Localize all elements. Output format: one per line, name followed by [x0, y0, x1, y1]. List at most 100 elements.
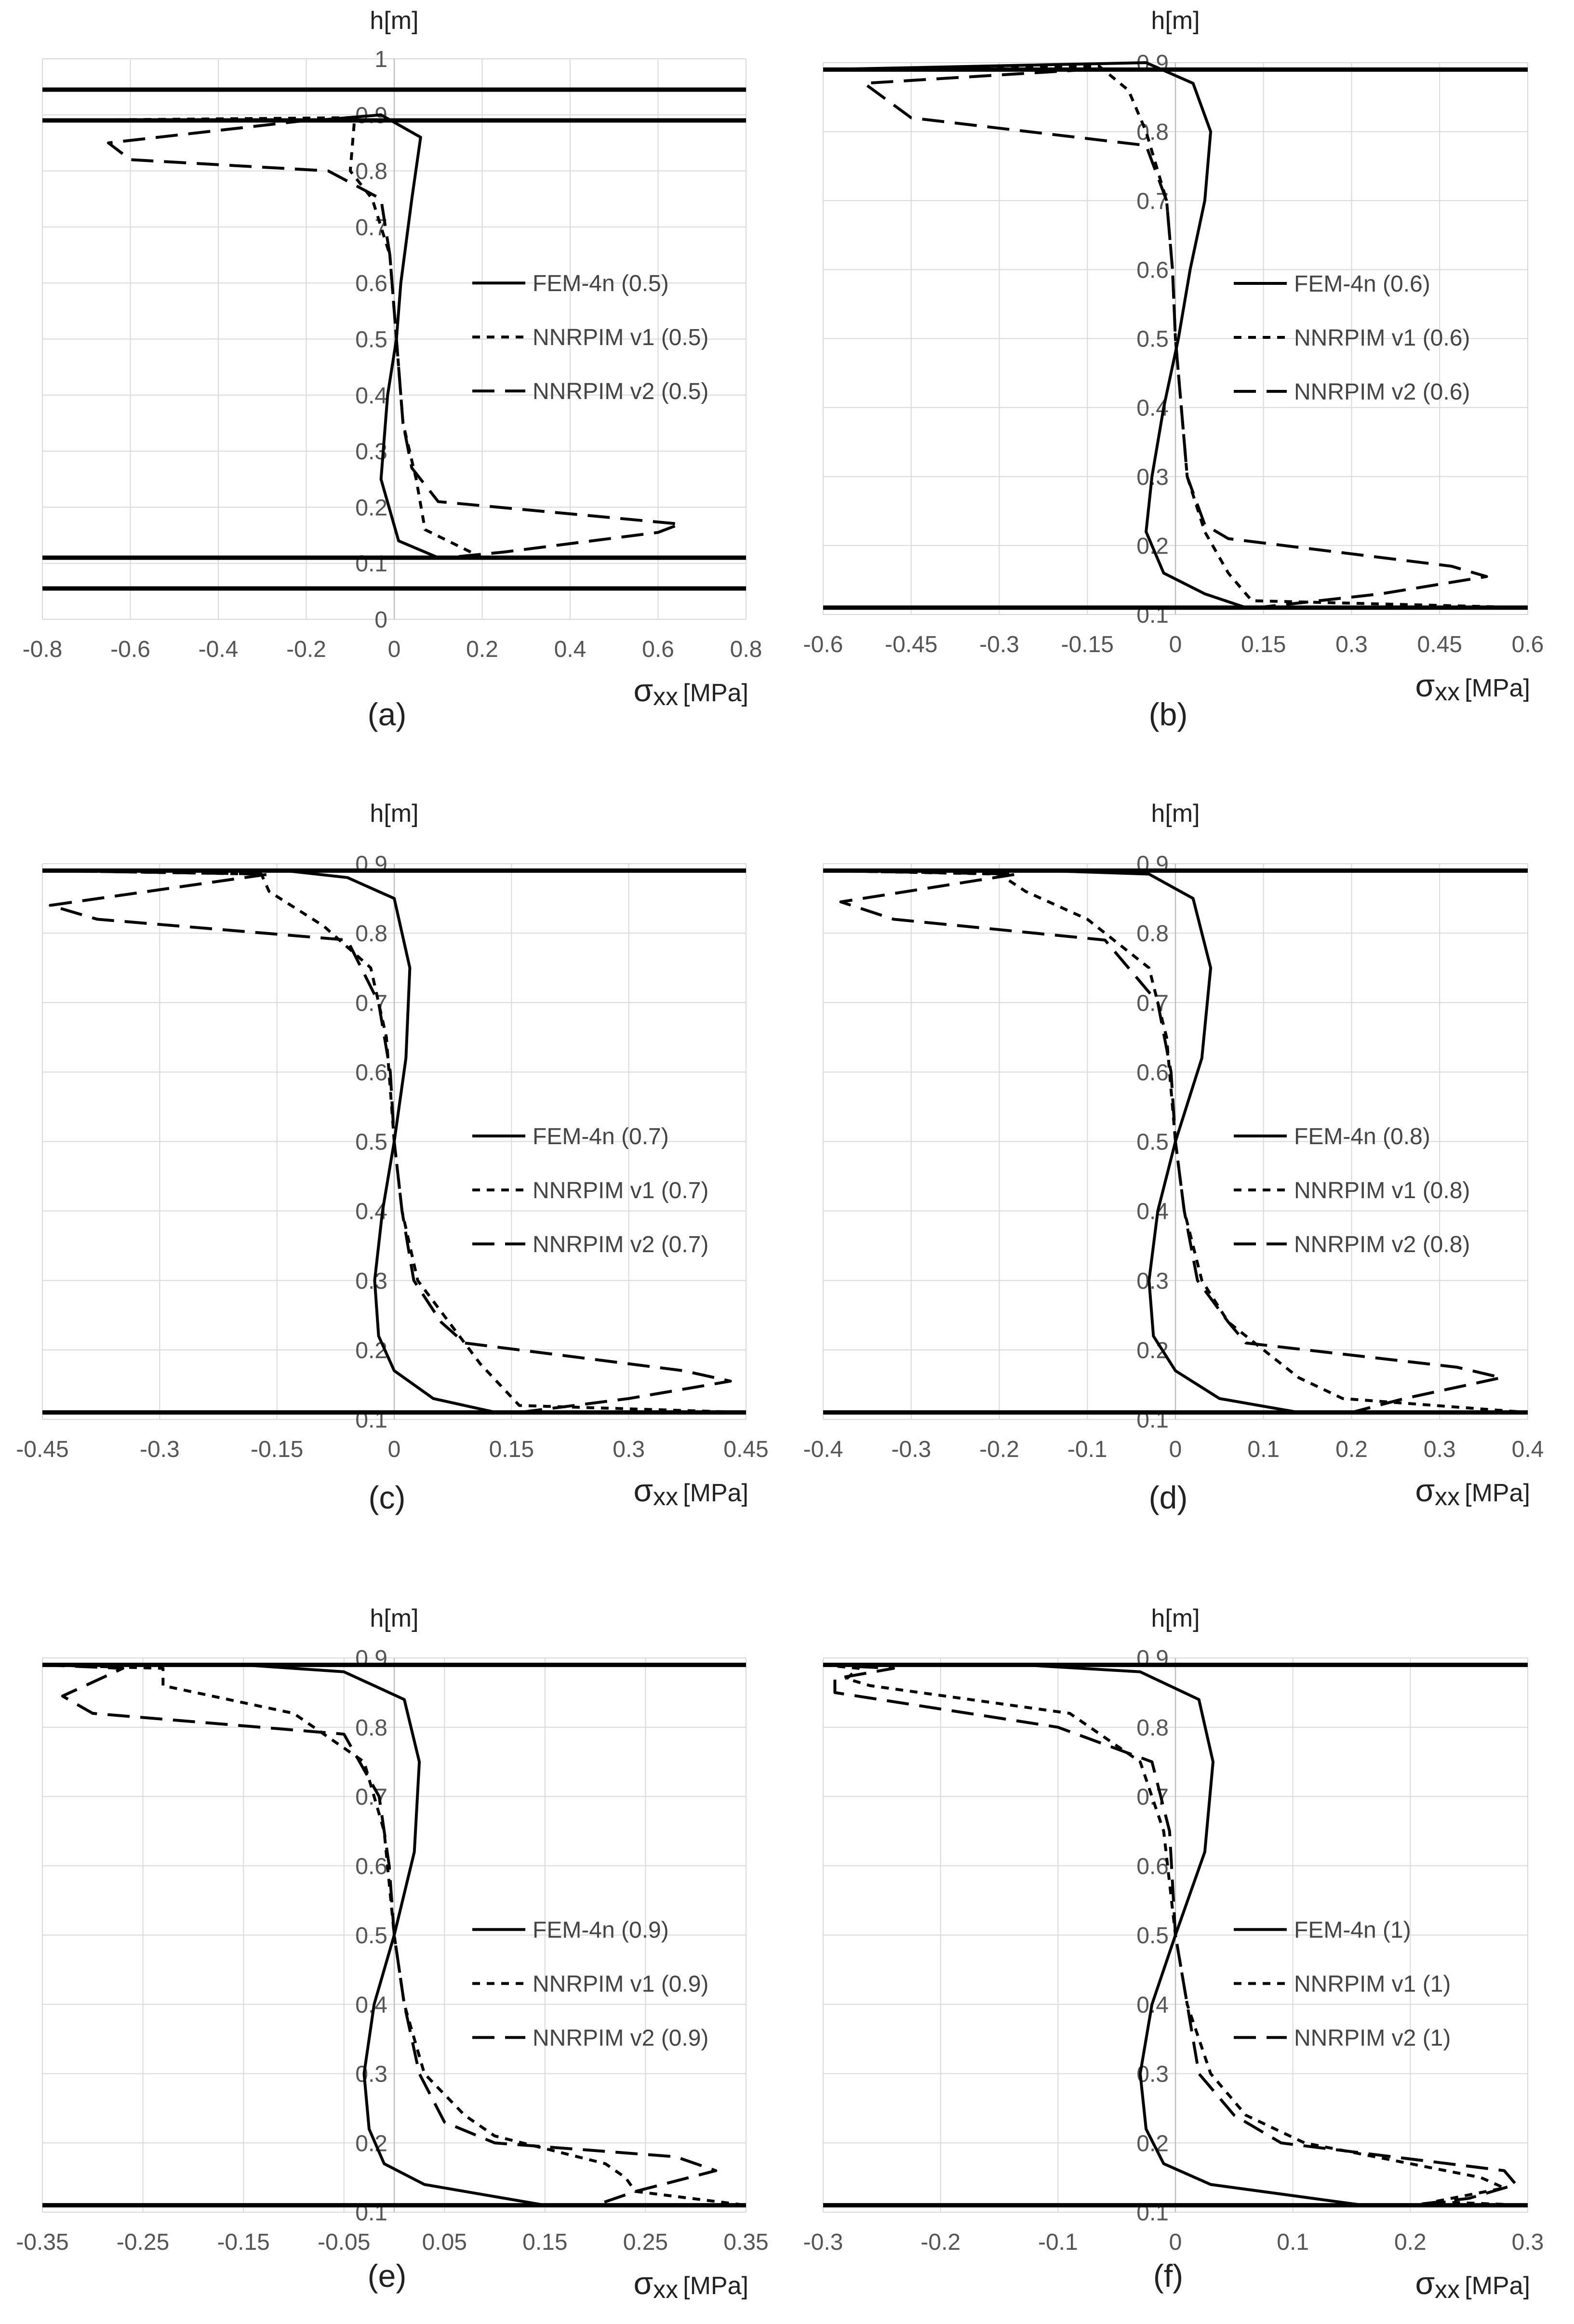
y-axis-title: h[m] — [370, 800, 418, 828]
series-line-nnrpim-v2 — [42, 869, 746, 1414]
x-tick-label: 0.4 — [1512, 1437, 1544, 1462]
gridlines — [823, 62, 1528, 615]
y-tick-label: 0 — [374, 607, 387, 633]
x-tick-label: 0.2 — [466, 637, 498, 662]
x-tick-label: 0.15 — [1241, 632, 1286, 657]
x-axis-unit: [MPa] — [683, 1479, 748, 1507]
x-tick-label: -0.3 — [891, 1437, 931, 1462]
x-tick-label: 0 — [1169, 632, 1182, 657]
y-tick-label: 0.8 — [355, 921, 387, 947]
x-tick-label: 0.15 — [522, 2230, 567, 2255]
legend-label: NNRPIM v2 (0.6) — [1294, 379, 1470, 405]
series-line-nnrpim-v2 — [823, 869, 1528, 1414]
gridlines — [42, 58, 747, 620]
x-axis-title: σxx [MPa] — [633, 2265, 748, 2304]
x-tick-label: -0.35 — [16, 2230, 68, 2255]
x-axis-symbol: σ — [1415, 668, 1435, 703]
series-line-nnrpim-v2 — [42, 119, 746, 560]
panel-label: (a) — [368, 696, 407, 732]
legend-label: NNRPIM v2 (1) — [1294, 2026, 1451, 2051]
legend-label: NNRPIM v2 (0.8) — [1294, 1232, 1470, 1257]
legend-label: FEM-4n (1) — [1294, 1918, 1411, 1943]
y-axis-title: h[m] — [370, 7, 418, 35]
x-tick-label: 0.35 — [723, 2230, 768, 2255]
y-tick-label: 0.8 — [1136, 921, 1169, 947]
legend-label: NNRPIM v2 (0.7) — [533, 1232, 708, 1257]
x-axis-subscript: xx — [1435, 1483, 1460, 1511]
x-tick-label: 0.8 — [730, 637, 762, 662]
y-tick-label: 0.3 — [355, 1269, 387, 1294]
y-axis-title: h[m] — [370, 1604, 418, 1632]
panel-label: (f) — [1153, 2258, 1183, 2294]
chart-panel-b: 0.10.20.30.40.50.60.70.80.9-0.6 -0.45 -0.3… — [803, 7, 1544, 732]
y-axis-title: h[m] — [1151, 1604, 1200, 1632]
y-tick-label: 0.7 — [355, 990, 387, 1016]
y-axis-title: h[m] — [1151, 800, 1200, 828]
x-axis-subscript: xx — [1435, 678, 1460, 706]
y-tick-label: 0.6 — [1136, 1854, 1169, 1879]
x-axis-title: σxx [MPa] — [1415, 2265, 1530, 2304]
x-tick-label: 0.1 — [1277, 2230, 1309, 2255]
x-axis-title: σxx [MPa] — [633, 672, 748, 711]
x-tick-label: 0.3 — [1424, 1437, 1456, 1462]
y-tick-label: 0.6 — [1136, 1060, 1169, 1085]
legend-label: FEM-4n (0.7) — [533, 1124, 669, 1149]
x-tick-label: -0.3 — [803, 2230, 843, 2255]
y-tick-label: 0.6 — [1136, 257, 1169, 283]
series-line-nnrpim-v1 — [823, 1663, 1528, 2207]
x-tick-label: 0.6 — [642, 637, 674, 662]
x-tick-label: -0.6 — [803, 632, 843, 657]
x-axis-symbol: σ — [633, 672, 653, 708]
chart-panel-e: 0.10.20.30.40.50.60.70.80.9-0.35 -0.25 -0.… — [16, 1604, 768, 2304]
y-tick-label: 0.9 — [1136, 1646, 1169, 1671]
y-tick-label: 0.7 — [1136, 1785, 1169, 1810]
x-tick-label: -0.2 — [979, 1437, 1019, 1462]
legend-label: NNRPIM v1 (0.5) — [533, 325, 708, 350]
y-tick-label: 0.3 — [1136, 1269, 1169, 1294]
legend: FEM-4n (0.8) NNRPIM v1 (0.8) NNRPIM v2 (0.… — [1234, 1124, 1470, 1257]
y-tick-label: 0.9 — [355, 852, 387, 877]
y-tick-label: 0.4 — [1136, 1199, 1169, 1225]
x-axis-title: σxx [MPa] — [633, 1472, 748, 1511]
y-tick-label: 0.5 — [1136, 1130, 1169, 1155]
legend-label: FEM-4n (0.8) — [1294, 1124, 1430, 1149]
y-tick-label: 0.3 — [355, 2062, 387, 2087]
legend-label: NNRPIM v1 (0.7) — [533, 1178, 708, 1203]
legend-label: NNRPIM v1 (1) — [1294, 1972, 1451, 1997]
y-tick-label: 0.8 — [355, 1715, 387, 1741]
y-tick-label: 0.7 — [355, 215, 387, 240]
x-axis-unit: [MPa] — [1465, 1479, 1530, 1507]
x-axis-symbol: σ — [1415, 1472, 1435, 1508]
y-tick-label: 0.6 — [355, 1854, 387, 1879]
x-tick-label: 0.6 — [1512, 632, 1544, 657]
x-axis-symbol: σ — [633, 2265, 653, 2301]
x-tick-label: 0.2 — [1335, 1437, 1368, 1462]
x-tick-label: -0.8 — [23, 637, 63, 662]
legend: FEM-4n (0.5) NNRPIM v1 (0.5) NNRPIM v2 (0.… — [472, 271, 708, 404]
series-line-fem-4n — [823, 869, 1528, 1414]
x-tick-label: 0.1 — [1247, 1437, 1280, 1462]
x-tick-label: -0.05 — [318, 2230, 370, 2255]
x-tick-label: -0.1 — [1067, 1437, 1107, 1462]
x-tick-label: -0.3 — [140, 1437, 180, 1462]
y-tick-label: 0.7 — [1136, 990, 1169, 1016]
y-tick-label: 0.5 — [1136, 327, 1169, 352]
x-axis-unit: [MPa] — [683, 679, 748, 707]
panel-label: (c) — [369, 1480, 406, 1515]
y-tick-label: 0.4 — [355, 383, 387, 409]
series-line-fem-4n — [42, 1663, 746, 2207]
chart-panel-f: 0.10.20.30.40.50.60.70.80.9-0.3 -0.2 -0.1 0… — [803, 1604, 1544, 2304]
y-tick-label: 0.6 — [355, 271, 387, 296]
x-tick-label: 0.3 — [1335, 632, 1368, 657]
x-tick-label: -0.15 — [251, 1437, 303, 1462]
y-tick-label: 0.6 — [355, 1060, 387, 1085]
x-axis-subscript: xx — [653, 1483, 678, 1511]
x-tick-label: 0.4 — [554, 637, 587, 662]
x-axis-subscript: xx — [653, 683, 678, 711]
x-axis-title: σxx [MPa] — [1415, 1472, 1530, 1511]
x-tick-label: -0.45 — [16, 1437, 68, 1462]
panel-label: (d) — [1149, 1480, 1188, 1515]
series-line-nnrpim-v1 — [42, 116, 746, 560]
x-tick-label: 0.05 — [422, 2230, 467, 2255]
